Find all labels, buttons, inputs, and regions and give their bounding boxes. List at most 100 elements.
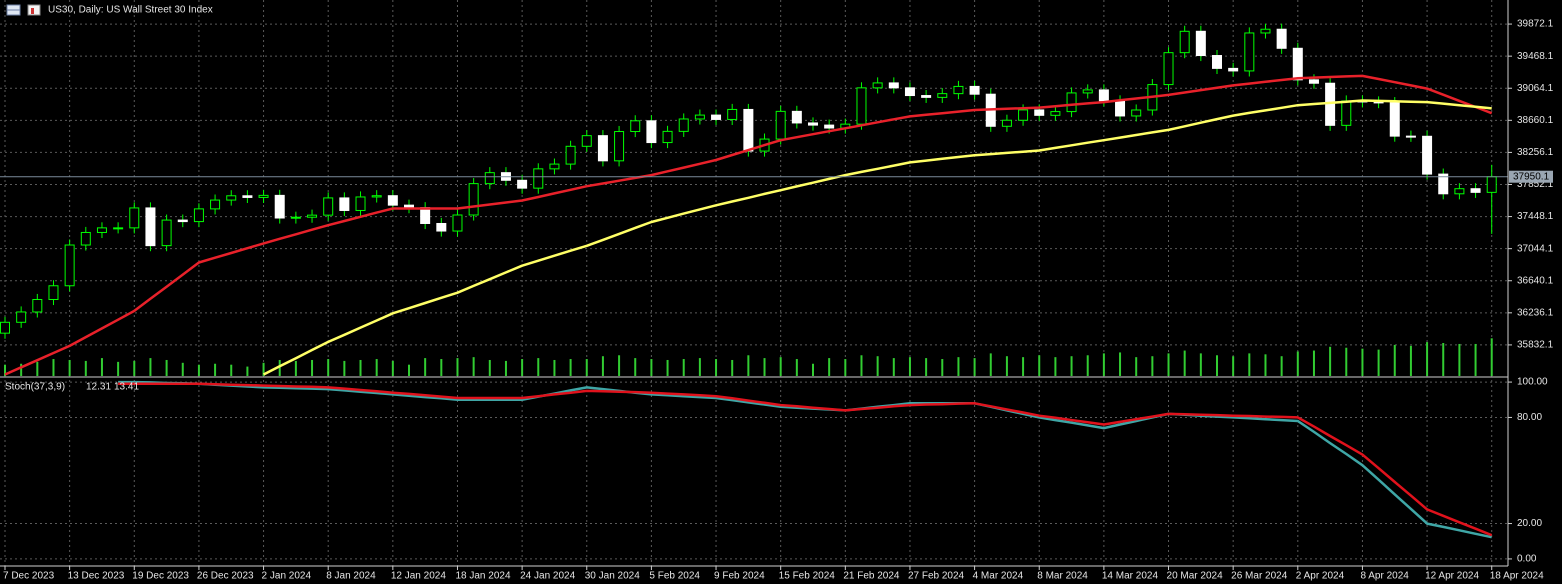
candle-body [1131,109,1142,117]
x-tick-label: 8 Jan 2024 [326,571,376,582]
candle-body [258,194,269,198]
candle-body [1212,55,1222,69]
y-tick-label: 37044.1 [1517,243,1554,254]
candle-body [694,114,705,120]
candle-body [1195,30,1206,57]
candle-body [1179,30,1190,54]
x-tick-label: 8 Apr 2024 [1360,571,1409,582]
candle-body [242,195,253,198]
candle-body [96,227,107,233]
x-tick-label: 8 Mar 2024 [1037,571,1088,582]
x-tick-label: 9 Feb 2024 [714,571,765,582]
candle-body [1341,100,1352,126]
candle-body [323,197,334,216]
candle-body [436,222,447,232]
candle-body [387,195,398,206]
candle-body [565,145,576,165]
x-tick-label: 24 Jan 2024 [520,571,575,582]
candle-body [872,82,883,89]
current-price-label: 37950.1 [1513,171,1550,182]
y-tick-label: 39064.1 [1517,83,1554,94]
candle-body [662,130,673,144]
y-tick-label: 36640.1 [1517,275,1554,286]
candle-body [1066,92,1077,113]
candle-body [1308,79,1319,84]
candle-body [614,131,625,162]
x-tick-label: 26 Dec 2023 [197,571,254,582]
candle-body [743,108,754,152]
candle-body [1082,89,1093,94]
candle-body [177,219,188,223]
x-tick-label: 12 Jan 2024 [391,571,446,582]
candle-body [1034,109,1045,116]
candle-body [210,199,221,210]
candle-body [581,135,592,147]
candle-body [290,216,301,219]
candle-body [468,183,479,216]
indicator-value: 12.31 [86,382,111,393]
candle-body [517,179,528,189]
candle-body [339,197,350,211]
candle-body [0,321,10,334]
candle-body [1115,100,1126,117]
candle-body [921,95,932,98]
candle-body [678,118,689,132]
candle-body [484,172,495,185]
y-tick-label: 0.00 [1517,554,1537,565]
candle-body [1454,188,1465,195]
y-tick-label: 100.00 [1517,377,1548,388]
x-tick-label: 7 Dec 2023 [3,571,55,582]
indicator-line [118,382,1493,537]
y-tick-label: 38256.1 [1517,147,1554,158]
x-tick-label: 5 Feb 2024 [649,571,700,582]
candle-body [420,207,431,224]
candle-body [16,311,27,323]
candle-body [129,207,140,229]
candle-body [113,227,124,230]
x-tick-label: 2 Apr 2024 [1296,571,1345,582]
candle-body [32,298,43,313]
candle-body [1438,173,1449,195]
x-tick-label: 2 Jan 2024 [262,571,312,582]
candle-body [1098,89,1109,102]
candle-body [1228,67,1239,72]
x-tick-label: 13 Dec 2023 [68,571,125,582]
x-tick-label: 30 Jan 2024 [585,571,640,582]
candle-body [937,93,948,98]
x-tick-label: 20 Mar 2024 [1167,571,1224,582]
y-tick-label: 35832.1 [1517,340,1554,351]
candle-body [969,85,980,95]
candle-body [1244,32,1255,72]
moving-average [4,74,1493,376]
candle-body [888,82,899,89]
y-tick-label: 37448.1 [1517,211,1554,222]
candle-body [1389,102,1400,137]
candle-body [1163,52,1174,86]
candle-body [48,285,59,300]
candle-body [307,214,318,218]
current-price-box [1509,170,1553,183]
moving-average [263,99,1492,376]
y-tick-label: 38660.1 [1517,115,1554,126]
candle-body [824,124,835,129]
candle-body [371,195,382,198]
y-tick-label: 36236.1 [1517,307,1554,318]
candle-body [1018,109,1029,121]
x-tick-label: 19 Dec 2023 [132,571,189,582]
y-tick-label: 20.00 [1517,518,1542,529]
indicator-title: Stoch(37,3,9) [5,382,65,393]
y-tick-label: 80.00 [1517,412,1542,423]
x-tick-label: 15 Feb 2024 [779,571,836,582]
candle-body [1486,176,1497,193]
candle-body [145,207,156,247]
candle-body [226,195,237,201]
candle-body [80,231,91,246]
y-tick-label: 37852.1 [1517,179,1554,190]
candle-body [1470,188,1481,193]
candle-body [808,122,818,126]
x-tick-label: 21 Feb 2024 [843,571,900,582]
candle-body [597,135,608,162]
candle-body [1050,111,1061,116]
candle-body [533,168,544,189]
